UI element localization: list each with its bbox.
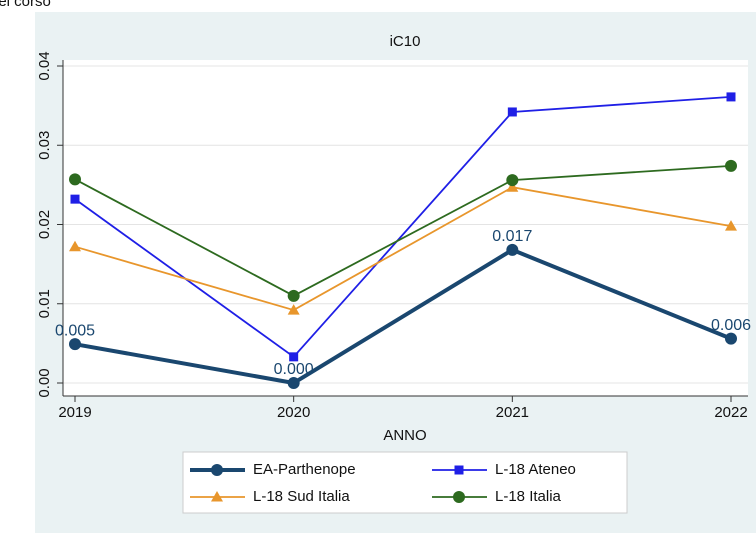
legend-label: L-18 Ateneo <box>495 461 576 478</box>
x-tick-label: 2021 <box>496 404 529 421</box>
y-tick-label: 0.02 <box>36 210 53 239</box>
legend-label: EA-Parthenope <box>253 461 356 478</box>
data-point <box>725 220 737 231</box>
y-tick-label: 0.01 <box>36 289 53 318</box>
y-tick-label: 0.00 <box>36 368 53 397</box>
data-label: 0.005 <box>55 322 95 339</box>
page-caption: del corso <box>0 0 51 10</box>
data-point <box>287 304 300 315</box>
data-label: 0.000 <box>274 361 314 378</box>
data-point <box>725 159 737 172</box>
series-line <box>74 247 732 386</box>
series-line <box>74 164 732 297</box>
y-tick-label: 0.03 <box>36 131 53 160</box>
data-point <box>287 377 300 389</box>
data-point <box>69 173 81 186</box>
legend <box>182 451 628 514</box>
data-point <box>725 332 737 345</box>
data-point <box>70 194 80 204</box>
data-label: 0.017 <box>492 228 532 245</box>
legend-marker <box>453 491 465 503</box>
data-point <box>69 338 81 351</box>
data-point <box>69 240 81 252</box>
legend-label: L-18 Italia <box>495 488 562 505</box>
legend-marker <box>211 464 223 476</box>
legend-label: L-18 Sud Italia <box>253 488 350 505</box>
series-line <box>74 186 732 312</box>
data-point <box>507 107 517 117</box>
x-axis-label: ANNO <box>383 427 426 444</box>
data-point <box>506 174 519 187</box>
data-point <box>726 92 736 102</box>
legend-marker <box>211 491 223 502</box>
data-point <box>289 352 299 362</box>
data-point <box>506 243 519 256</box>
x-tick-label: 2022 <box>714 404 747 421</box>
legend-marker <box>454 465 464 475</box>
x-tick-label: 2020 <box>277 404 310 421</box>
chart-title: iC10 <box>390 33 421 50</box>
data-point <box>287 289 300 302</box>
x-tick-label: 2019 <box>58 404 91 421</box>
plot-area <box>63 60 748 396</box>
data-label: 0.006 <box>711 317 751 334</box>
data-point <box>506 181 519 192</box>
y-tick-label: 0.04 <box>36 51 53 80</box>
